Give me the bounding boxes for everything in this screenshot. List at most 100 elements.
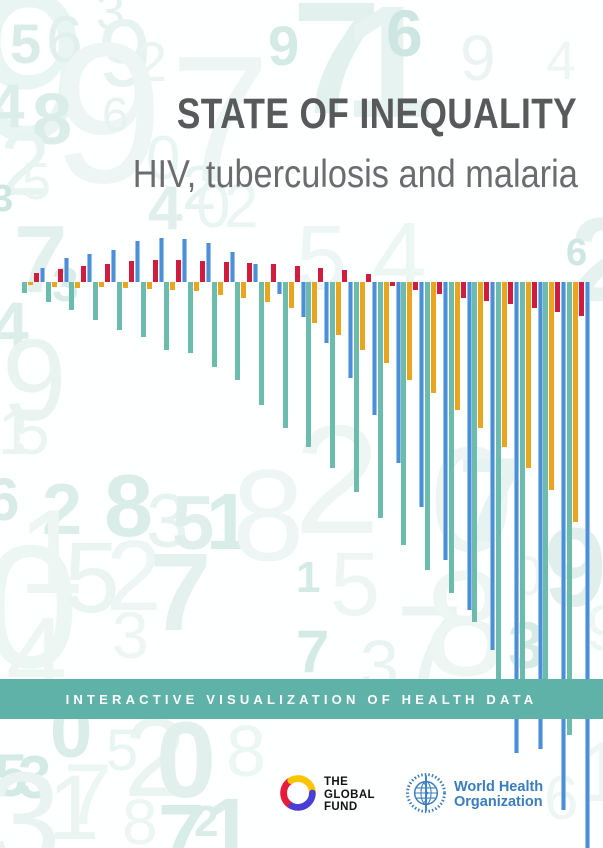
orange-bar — [454, 282, 460, 410]
global-fund-wordmark: THE GLOBAL FUND — [324, 773, 375, 814]
blue-bar — [466, 282, 472, 610]
background-digit: 1 — [296, 553, 321, 602]
blue-bar — [514, 282, 519, 753]
orange-bar — [312, 282, 318, 323]
blue-bar — [442, 282, 448, 560]
blue-bar — [537, 282, 543, 749]
orange-bar — [122, 282, 128, 288]
who-line-1: World Health — [454, 779, 544, 795]
teal-bar — [401, 282, 407, 545]
background-digit: 3 — [0, 178, 14, 220]
banner: INTERACTIVE VISUALIZATION OF HEALTH DATA — [0, 679, 603, 719]
who-emblem-icon — [406, 773, 446, 813]
teal-bar — [22, 282, 27, 293]
background-digit: 4 — [148, 174, 183, 243]
teal-bar — [448, 282, 454, 593]
background-digit: 3 — [18, 744, 52, 811]
background-digit: 7 — [170, 19, 271, 220]
background-digit: 1 — [48, 757, 100, 848]
orange-bar — [549, 282, 555, 490]
red-bar — [199, 261, 205, 282]
orange-bar — [430, 282, 436, 393]
blue-bar — [63, 258, 69, 282]
background-digit: 3 — [112, 598, 149, 672]
who-logo: World Health Organization — [405, 772, 543, 814]
teal-bar — [472, 282, 478, 622]
teal-bar — [282, 282, 288, 428]
teal-bar — [69, 282, 75, 310]
background-digit: 9 — [0, 0, 89, 184]
background-digit: 8 — [232, 442, 305, 588]
blue-bar — [324, 282, 330, 343]
background-digit: 2 — [106, 520, 162, 632]
background-digit: 9 — [2, 315, 67, 445]
red-bar — [34, 273, 39, 282]
background-digit: 6 — [566, 232, 588, 274]
red-bar — [436, 282, 442, 294]
blue-bar — [111, 250, 117, 282]
red-bar — [318, 268, 324, 282]
orange-bar — [359, 282, 365, 350]
red-bar — [223, 262, 229, 282]
background-digit: 6 — [46, 2, 83, 76]
blue-bar — [182, 239, 188, 282]
orange-bar — [51, 282, 57, 287]
orange-bar — [28, 282, 33, 285]
background-digit: 9 — [544, 505, 603, 630]
teal-bar — [93, 282, 99, 320]
background-digit: 3 — [146, 479, 189, 564]
background-digit: 6 — [0, 466, 20, 533]
blue-bar — [277, 282, 282, 294]
background-digit: 7 — [296, 618, 330, 685]
teal-bar — [116, 282, 122, 330]
background-digit: 8 — [32, 80, 73, 160]
red-bar — [271, 264, 276, 282]
background-digit: 5 — [22, 153, 51, 211]
background-digit: 0 — [196, 172, 231, 241]
orange-bar — [241, 282, 247, 298]
background-digit: 9 — [52, 2, 164, 225]
blue-bar — [158, 238, 164, 282]
red-bar — [81, 266, 87, 282]
background-digit: 2 — [0, 115, 51, 215]
global-fund-line-3: FUND — [324, 801, 358, 813]
global-fund-line-1: THE — [324, 776, 349, 788]
teal-bar — [330, 282, 336, 468]
teal-bar — [306, 282, 312, 447]
teal-bar — [45, 282, 51, 302]
teal-bar — [235, 282, 241, 380]
background-digit: 3 — [0, 744, 62, 848]
background-digit: 5 — [106, 718, 139, 783]
red-bar — [365, 274, 371, 282]
blue-bar — [348, 282, 354, 378]
red-bar — [247, 263, 253, 282]
background-digit: 0 — [0, 510, 80, 705]
red-bar — [413, 282, 419, 290]
global-fund-logo: THE GLOBAL FUND — [278, 773, 375, 814]
background-digit: 8 — [104, 456, 153, 555]
background-digit: 6 — [544, 768, 578, 830]
blue-bar — [40, 268, 45, 282]
orange-bar — [407, 282, 413, 380]
red-bar — [152, 260, 158, 282]
background-digit: 5 — [10, 12, 42, 75]
orange-bar — [265, 282, 270, 302]
blue-bar — [205, 243, 211, 282]
orange-bar — [502, 282, 507, 447]
background-digit: 2 — [124, 695, 187, 820]
blue-bar — [419, 282, 425, 507]
red-bar — [579, 282, 585, 316]
orange-bar — [146, 282, 152, 289]
teal-bar — [187, 282, 193, 353]
red-bar — [128, 261, 134, 282]
red-bar — [105, 264, 111, 282]
background-digit: 1 — [204, 781, 255, 848]
teal-bar — [353, 282, 359, 492]
banner-text: INTERACTIVE VISUALIZATION OF HEALTH DATA — [65, 691, 538, 707]
background-digit: 8 — [122, 786, 158, 848]
blue-bar — [87, 254, 93, 282]
background-digit: 1 — [0, 396, 34, 468]
teal-bar — [259, 282, 264, 405]
background-digit: 1 — [18, 485, 85, 619]
